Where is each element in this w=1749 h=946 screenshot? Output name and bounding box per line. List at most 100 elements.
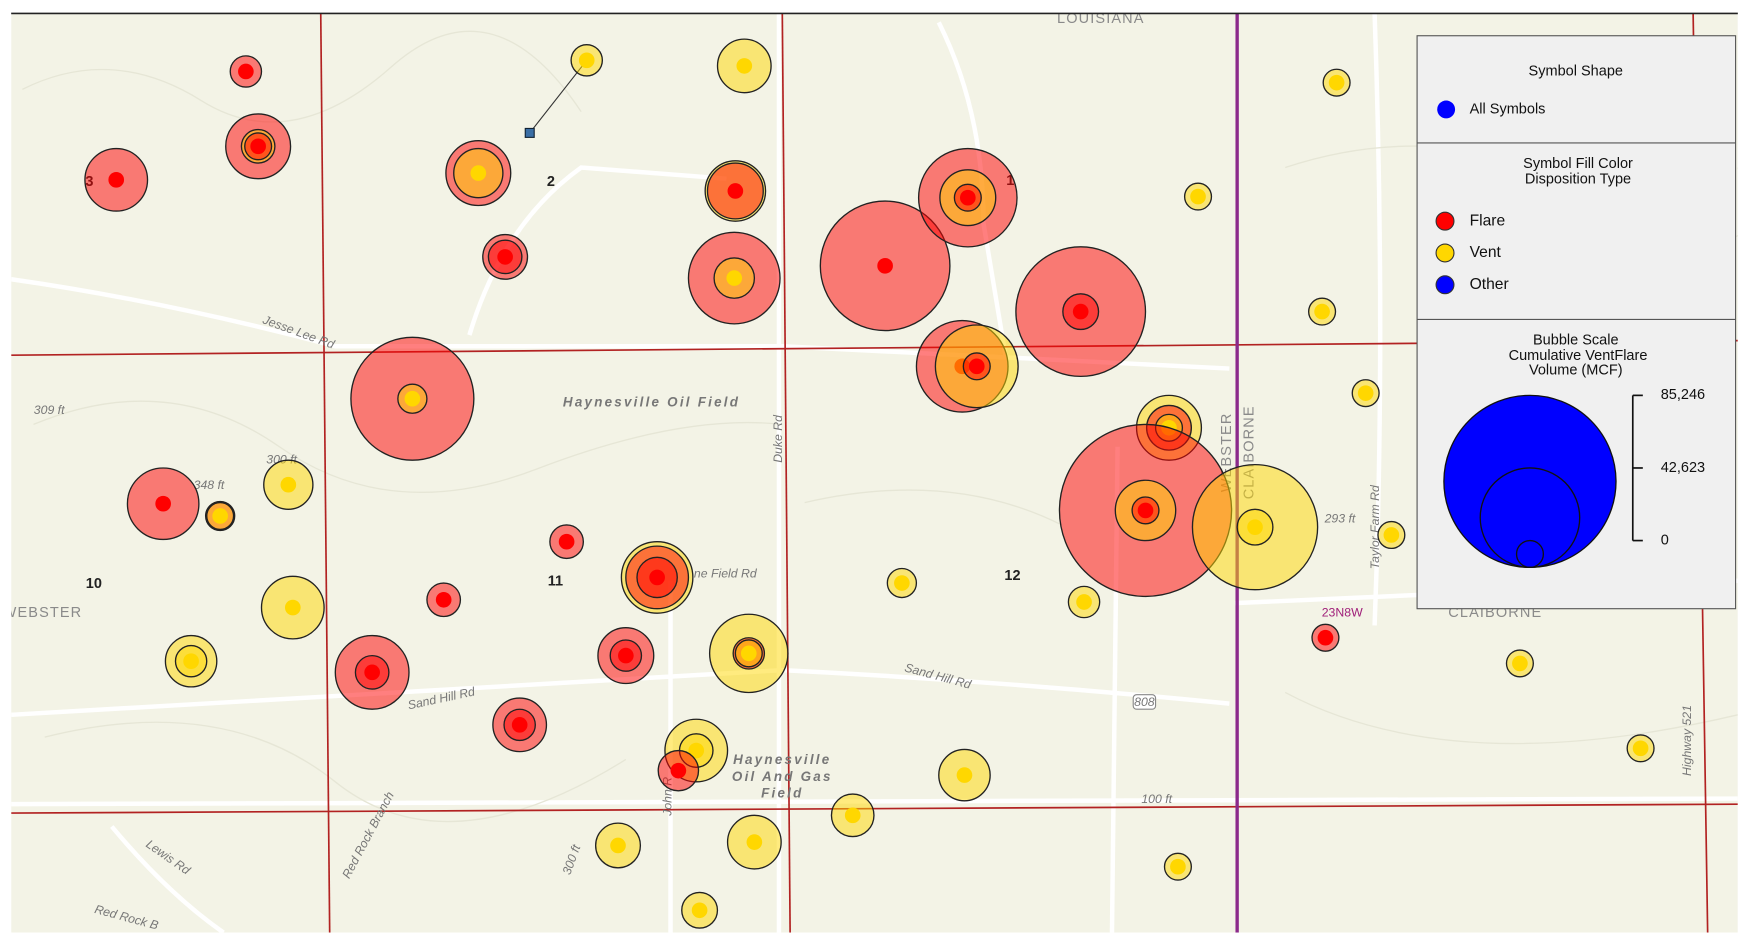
well-dot: [1137, 502, 1154, 519]
well: [1351, 379, 1380, 408]
legend-label: Other: [1470, 276, 1509, 293]
map-label: 11: [548, 574, 563, 590]
well-dot: [578, 52, 595, 69]
well-dot: [618, 647, 634, 664]
scale-circle: [1515, 539, 1545, 569]
map-label: Taylor Farm Rd: [1368, 484, 1382, 569]
well: [225, 113, 292, 180]
map-label: LOUISIANA: [1057, 11, 1145, 27]
well-dot: [470, 165, 487, 181]
contours: [22, 30, 1738, 823]
map-label: WEBSTER: [3, 605, 83, 621]
well-dot: [1072, 303, 1089, 320]
well-dot: [280, 476, 297, 493]
scale-tick-label: 0: [1661, 532, 1669, 548]
legend-symbol: [1435, 211, 1455, 231]
legend-symbol: [1437, 100, 1456, 119]
well: [84, 147, 149, 212]
well-dot: [740, 645, 757, 662]
well-dot: [1314, 303, 1330, 320]
well: [934, 324, 1019, 409]
map-label: Haynesville: [733, 752, 831, 767]
well-dot: [610, 837, 626, 854]
well-dot: [558, 533, 575, 550]
map-label: 309 ft: [34, 403, 65, 417]
map-label: Haynesville Oil Field: [563, 395, 740, 410]
well: [704, 160, 767, 222]
well: [938, 748, 991, 802]
well: [263, 459, 314, 510]
legend-symbol: [1435, 275, 1455, 295]
well-dot: [250, 138, 266, 155]
well-dot: [1328, 74, 1345, 91]
scale-circle: [1443, 394, 1617, 569]
well: [620, 541, 694, 614]
well-dot: [404, 390, 421, 407]
legend: Symbol Shape All Symbols Symbol Fill Col…: [1416, 35, 1737, 610]
well: [1377, 520, 1406, 550]
well-dot: [497, 249, 513, 265]
well-dot: [155, 495, 171, 512]
well: [830, 793, 875, 838]
well-dot: [726, 270, 743, 286]
legend-symbol: [1435, 243, 1455, 263]
map-label: 348 ft: [194, 478, 225, 492]
well-dot: [1632, 740, 1649, 757]
well: [594, 822, 642, 869]
well: [657, 749, 700, 792]
well: [819, 200, 951, 332]
map-label: Oil And Gas: [732, 769, 833, 784]
well: [1505, 649, 1534, 678]
legend-subtitle: Cumulative VentFlare: [1509, 348, 1648, 364]
well-dot: [894, 575, 910, 591]
well: [126, 467, 200, 541]
well: [1311, 623, 1340, 652]
well-dot: [1512, 655, 1528, 672]
well-dot: [649, 569, 665, 586]
well: [334, 634, 410, 710]
well: [917, 147, 1018, 248]
map-label: 23N8W: [1322, 605, 1363, 619]
wells: [84, 38, 1655, 929]
legend-title: Symbol Fill Color: [1523, 156, 1633, 172]
well: [426, 582, 462, 618]
map-label: ne Field Rd: [694, 566, 758, 580]
well: [597, 627, 655, 685]
highway-shield: [1132, 694, 1157, 710]
well-dot: [691, 902, 708, 919]
well-dot: [1170, 858, 1186, 875]
well: [1163, 852, 1193, 881]
legend-title: Symbol Shape: [1529, 63, 1623, 79]
well: [445, 140, 512, 207]
legend-title: Bubble Scale: [1533, 332, 1619, 348]
map-label: 293 ft: [1324, 512, 1356, 526]
well: [164, 634, 218, 688]
legend-label: Flare: [1470, 212, 1506, 229]
well: [204, 500, 236, 532]
map-label: Highway 521: [1680, 705, 1694, 776]
map-label: 10: [86, 576, 102, 592]
legend-label: Vent: [1470, 244, 1502, 261]
legend-subtitle: Volume (MCF): [1529, 363, 1623, 379]
well: [492, 697, 548, 753]
well: [570, 44, 604, 77]
well-dot: [1076, 594, 1092, 610]
map-label: Field: [761, 786, 803, 801]
well-dot: [959, 189, 976, 206]
well-dot: [1247, 519, 1263, 535]
well: [260, 575, 325, 640]
well-dot: [968, 358, 985, 375]
map-label: 12: [1004, 568, 1020, 584]
map-label: 808: [1134, 695, 1155, 709]
well-dot: [511, 717, 528, 733]
well-dot: [435, 591, 452, 608]
scale-tick-label: 42,623: [1661, 460, 1705, 476]
map-label: 2: [547, 174, 555, 190]
well-dot: [108, 172, 125, 188]
well-dot: [238, 63, 254, 80]
well: [708, 613, 789, 694]
well: [681, 891, 719, 929]
well-dot: [746, 834, 763, 850]
bubble-scale: 85,246 42,623 0: [1443, 387, 1705, 569]
well: [1322, 68, 1351, 97]
